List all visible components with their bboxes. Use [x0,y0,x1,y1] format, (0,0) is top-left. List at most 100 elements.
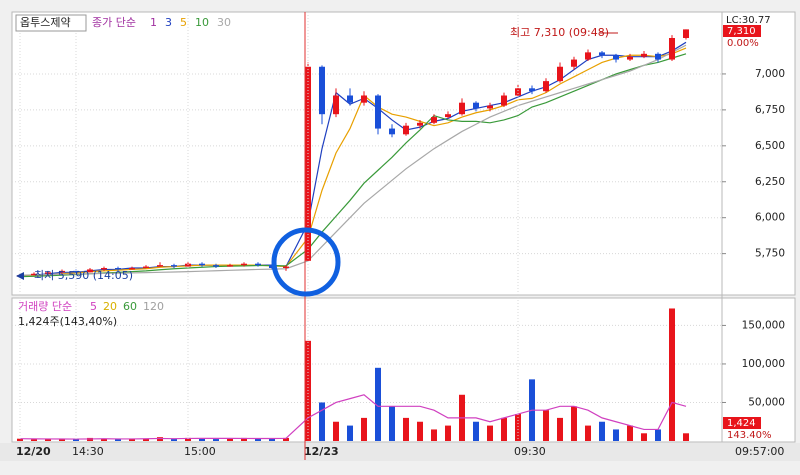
candle-body [241,263,247,266]
stock-name: 옵투스제약 [20,15,71,29]
volume-bar [403,417,409,441]
volume-bar [389,406,395,441]
volume-bar [501,417,507,441]
y-tick-label: 7,000 [755,68,785,80]
volume-bar [255,438,261,441]
volume-bar [417,421,423,441]
volume-tag [723,417,761,429]
volume-bar [31,439,37,441]
candle-body [87,269,93,273]
volume-legend-label: 거래량 단순 [18,300,72,313]
candle-body [655,53,661,60]
volume-bar [585,425,591,441]
volume-bar [515,414,521,441]
volume-bar [213,439,219,441]
y-tick-label: 6,000 [755,212,785,224]
volume-bar [59,438,65,441]
y-tick-label: 6,500 [755,140,785,152]
volume-bar [487,425,493,441]
volume-bar [613,429,619,441]
y-tick-label: 6,250 [755,176,785,188]
candle-body [641,53,647,57]
volume-bar [283,437,289,441]
volume-bar [45,439,51,441]
candle-body [101,268,107,270]
legend-entry: 3 [165,16,172,29]
volume-bar [333,421,339,441]
volume-bar [115,439,121,441]
volume-bar [171,439,177,441]
ma-line [19,44,687,276]
volume-bar [473,421,479,441]
candle-body [543,81,549,92]
cursor-time: 09:57:00 [735,445,784,458]
legend-label: 종가 단순 [92,16,136,29]
candle-body [557,66,563,82]
volume-bar [101,438,107,441]
volume-bar [431,429,437,441]
volume-tag-label: 1,424 [727,418,756,429]
candle-body [445,114,451,118]
candle-body [347,95,353,103]
volume-bar [627,425,633,441]
candle-body [333,95,339,115]
volume-bar [543,410,549,441]
price-panel [11,11,796,296]
volume-bar [319,402,325,441]
volume-bar [199,438,205,441]
candle-body [199,263,205,266]
volume-bar [655,429,661,441]
x-tick-label: 12/23 [304,445,339,458]
candle-body [319,66,325,115]
candle-body [571,59,577,67]
change-label: 0.00% [727,38,759,49]
volume-bar [669,308,675,441]
title-box [15,14,87,32]
volume-bar [599,421,605,441]
y-tick-label: 5,750 [755,248,785,260]
y-tick-label: 150,000 [742,319,785,331]
volume-bar [641,433,647,441]
volume-legend-entry: 60 [123,300,137,313]
volume-bar [227,438,233,441]
y-tick-label: 50,000 [748,396,785,408]
volume-ratio-label: 143.40% [727,430,772,441]
low-annotation: 최저 5,590 (14:05) [34,269,133,282]
volume-bar [143,438,149,441]
x-tick-label: 09:30 [514,445,546,458]
candle-body [431,117,437,123]
volume-bar [361,417,367,441]
volume-bar [73,439,79,441]
legend-entry: 5 [180,16,187,29]
highlight-circle [271,227,341,297]
ma-line [19,53,687,278]
candle-body [143,266,149,268]
y-tick-label: 6,750 [755,104,785,116]
price-tag-label: 7,310 [727,26,756,37]
volume-bar [269,438,275,441]
high-annotation: 최고 7,310 (09:48) [510,26,609,39]
candle-body [227,265,233,267]
volume-legend-entry: 20 [103,300,117,313]
x-axis-strip [0,443,800,461]
candle-body [459,102,465,115]
volume-legend-entry: 5 [90,300,97,313]
candle-body [487,105,493,109]
candle-body [669,38,675,60]
volume-legend-entry: 120 [143,300,164,313]
volume-bar [157,437,163,441]
candle-body [389,128,395,135]
candle-body [599,52,605,56]
candle-body [283,266,289,268]
volume-ma-line [19,394,687,440]
candle-body [375,95,381,129]
volume-bar [241,437,247,441]
candle-body [501,95,507,106]
candle-body [171,265,177,267]
volume-bar [445,425,451,441]
candle-body [129,268,135,270]
volume-bar [375,367,381,441]
ma-line [19,47,687,278]
legend-entry: 30 [217,16,231,29]
